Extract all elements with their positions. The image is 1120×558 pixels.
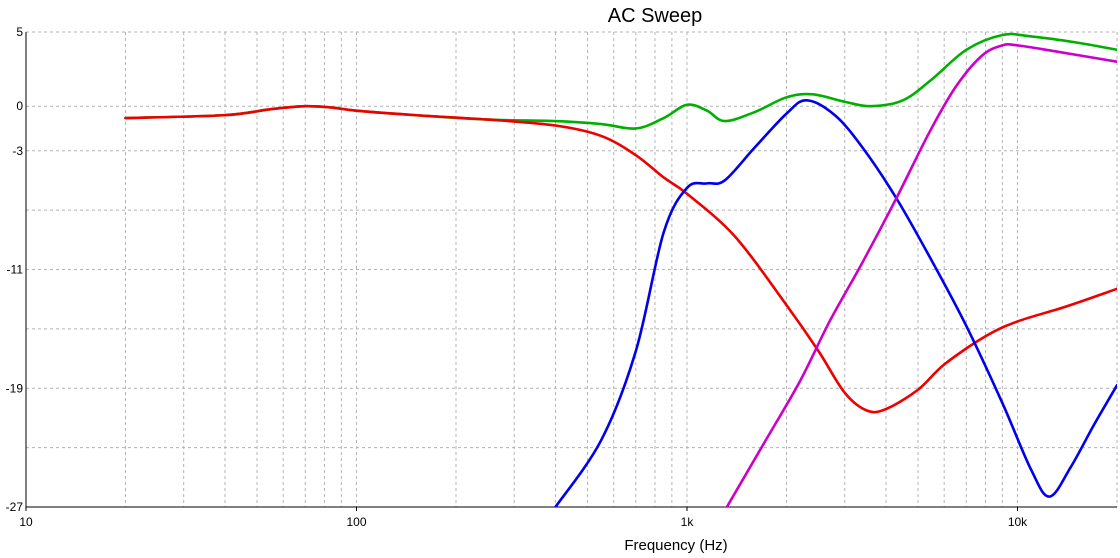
x-axis-label: Frequency (Hz): [624, 537, 728, 554]
y-tick-label: 5: [16, 25, 23, 39]
y-tick-label: -27: [6, 500, 24, 514]
series-line-4: [725, 43, 1117, 507]
x-tick-label: 10k: [1008, 515, 1028, 529]
x-tick-label: 100: [346, 515, 366, 529]
series-line-1: [124, 32, 1117, 130]
grid: [25, 31, 1118, 508]
y-tick-label: 0: [16, 99, 23, 113]
x-tick-label: 10: [19, 515, 33, 529]
y-tick-label: -11: [7, 263, 24, 277]
series-line-2: [124, 104, 1117, 414]
y-tick-label: -19: [6, 381, 24, 395]
x-tick-label: 1k: [681, 515, 695, 529]
chart-title: AC Sweep: [607, 5, 703, 27]
tick-labels: 10 100 1k 10k 5 0 -3 -11 -19 -27: [6, 25, 1029, 529]
y-tick-label: -3: [12, 144, 23, 158]
axes: [25, 32, 1117, 511]
series-line-3: [554, 98, 1117, 507]
series-lines: [124, 32, 1117, 507]
